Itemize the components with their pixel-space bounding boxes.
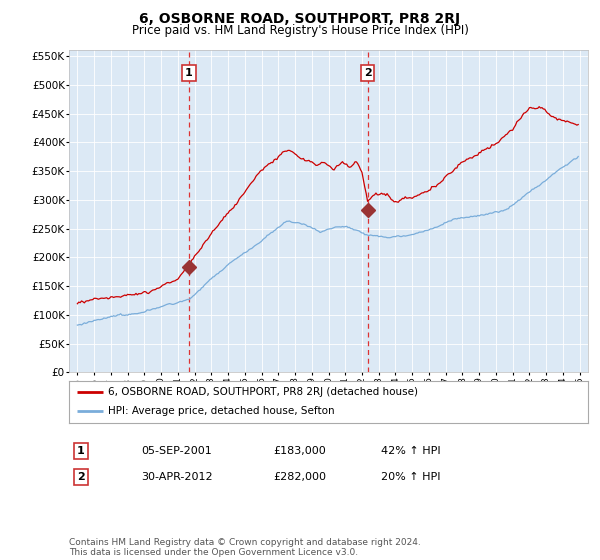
Text: HPI: Average price, detached house, Sefton: HPI: Average price, detached house, Seft… bbox=[108, 407, 335, 417]
Text: 1: 1 bbox=[185, 68, 193, 78]
Text: 2: 2 bbox=[77, 472, 85, 482]
Text: 20% ↑ HPI: 20% ↑ HPI bbox=[381, 472, 440, 482]
Text: 42% ↑ HPI: 42% ↑ HPI bbox=[381, 446, 440, 456]
Text: £183,000: £183,000 bbox=[273, 446, 326, 456]
Text: 30-APR-2012: 30-APR-2012 bbox=[141, 472, 212, 482]
Text: 1: 1 bbox=[77, 446, 85, 456]
Text: 6, OSBORNE ROAD, SOUTHPORT, PR8 2RJ: 6, OSBORNE ROAD, SOUTHPORT, PR8 2RJ bbox=[139, 12, 461, 26]
Text: 2: 2 bbox=[364, 68, 371, 78]
Text: Contains HM Land Registry data © Crown copyright and database right 2024.
This d: Contains HM Land Registry data © Crown c… bbox=[69, 538, 421, 557]
Text: Price paid vs. HM Land Registry's House Price Index (HPI): Price paid vs. HM Land Registry's House … bbox=[131, 24, 469, 36]
Text: 05-SEP-2001: 05-SEP-2001 bbox=[141, 446, 212, 456]
Text: £282,000: £282,000 bbox=[273, 472, 326, 482]
Text: 6, OSBORNE ROAD, SOUTHPORT, PR8 2RJ (detached house): 6, OSBORNE ROAD, SOUTHPORT, PR8 2RJ (det… bbox=[108, 387, 418, 397]
